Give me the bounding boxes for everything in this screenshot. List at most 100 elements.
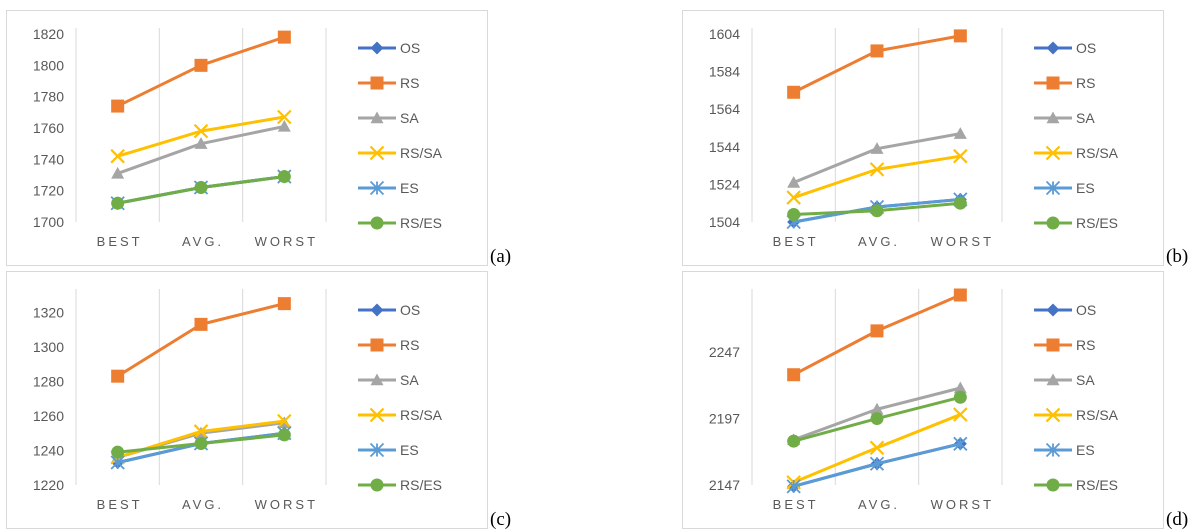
legend-marker-rs-es [370,216,384,230]
y-tick-label: 1720 [33,183,64,199]
legend-marker-sa [1046,111,1060,124]
x-tick-label: AVG. [858,497,900,512]
y-tick-label: 2247 [709,344,740,360]
y-tick-label: 1260 [33,408,64,424]
legend-label-rs-sa: RS/SA [400,407,443,423]
panel-label-c: (c) [490,509,512,530]
y-tick-label: 1760 [33,120,64,136]
chart-frame [6,10,488,266]
data-point-sa [953,381,967,394]
legend-label-rs-es: RS/ES [1076,477,1118,493]
data-point-sa [870,402,884,415]
legend-label-rs-es: RS/ES [400,215,442,231]
data-point-rs-es [787,207,801,221]
legend-label-rs: RS [1076,337,1095,353]
y-tick-label: 1740 [33,151,64,167]
panel-label-b: (b) [1166,246,1189,267]
legend-marker-es [1045,180,1061,196]
legend-marker-os [370,41,384,55]
chart-panel-b: 1504 1524 1544 1564 1584 1604 BEST AVG. WORST OS R… [682,10,1164,266]
series-line-rs-sa [793,154,961,199]
data-point-rs [111,369,125,383]
series-line-sa [793,132,961,184]
x-tick-label: BEST [97,234,143,249]
legend-label-es: ES [400,442,419,458]
legend-label-sa: SA [1076,372,1095,388]
y-tick-label: 1800 [33,57,64,73]
data-point-rs [953,29,967,43]
chart-frame [682,10,1164,266]
data-point-rs-es [953,196,967,210]
legend-label-rs: RS [1076,75,1095,91]
data-point-rs-es [870,204,884,218]
y-tick-label: 1300 [33,339,64,355]
x-tick-label: AVG. [858,234,900,249]
y-tick-label: 1524 [709,176,740,192]
data-point-rs-es [870,412,884,426]
legend-marker-rs [370,338,384,352]
panel-label-d: (d) [1166,509,1189,530]
data-point-rs-sa [277,109,292,125]
legend-label-es: ES [1076,180,1095,196]
data-point-rs [870,44,884,58]
legend-marker-os [1046,303,1060,317]
legend-marker-sa [1046,373,1060,386]
legend-label-rs-es: RS/ES [1076,215,1118,231]
legend-marker-rs-es [370,478,384,492]
data-point-es [869,456,885,471]
y-tick-label: 1280 [33,373,64,389]
legend-marker-sa [370,111,384,124]
legend-marker-es [369,180,385,196]
data-point-rs [277,297,291,311]
data-point-rs-sa [193,123,209,139]
data-point-sa [277,119,291,132]
y-tick-label: 2147 [709,477,740,493]
legend-marker-sa [370,373,384,386]
x-tick-label: AVG. [182,234,224,249]
legend-label-es: ES [400,180,419,196]
data-point-rs [277,30,291,44]
legend-label-rs-sa: RS/SA [1076,145,1119,161]
data-point-rs-es [111,196,125,210]
x-tick-label: BEST [773,234,819,249]
chart-svg: 1220 1240 1260 1280 1300 1320 BEST AVG. WORST OS R… [33,289,443,512]
y-tick-label: 1820 [33,26,64,42]
y-tick-label: 1780 [33,89,64,105]
legend-label-os: OS [400,302,420,318]
legend-label-rs-sa: RS/SA [400,145,443,161]
data-point-rs-sa [193,424,209,439]
data-point-rs-es [194,437,208,451]
y-tick-label: 1320 [33,304,64,320]
data-point-rs [194,58,208,72]
legend-label-rs-es: RS/ES [400,477,442,493]
x-tick-label: WORST [255,234,318,249]
x-tick-label: AVG. [182,497,224,512]
legend-marker-os [370,303,384,317]
x-tick-label: WORST [931,497,994,512]
data-point-rs [787,368,801,382]
panel-label-a: (a) [490,246,512,267]
data-point-rs-sa [110,148,125,164]
data-point-es [786,479,801,494]
y-tick-label: 2197 [709,411,740,427]
chart-panel-a: 1700 1720 1740 1760 1780 1800 1820 BEST AVG. WORS… [6,10,488,266]
legend-marker-rs [1046,338,1060,352]
legend-label-sa: SA [400,372,419,388]
legend-marker-rs-sa [1045,407,1061,423]
data-point-sa [787,176,801,188]
data-point-sa [870,142,884,154]
data-point-rs-sa [277,413,292,429]
y-tick-label: 1584 [709,64,740,80]
data-point-rs-es [953,390,967,404]
chart-svg: 1504 1524 1544 1564 1584 1604 BEST AVG. WORST OS R… [709,26,1119,249]
legend-label-rs: RS [400,75,419,91]
data-point-rs-es [194,181,208,195]
data-point-rs-sa [953,407,968,422]
chart-svg: 1700 1720 1740 1760 1780 1800 1820 BEST AVG. WORS… [33,26,443,249]
x-tick-label: BEST [97,497,143,512]
legend-marker-rs-sa [369,145,385,161]
y-tick-label: 1220 [33,477,64,493]
y-tick-label: 1700 [33,214,64,230]
data-point-rs-es [787,434,801,448]
data-point-sa [111,166,125,179]
